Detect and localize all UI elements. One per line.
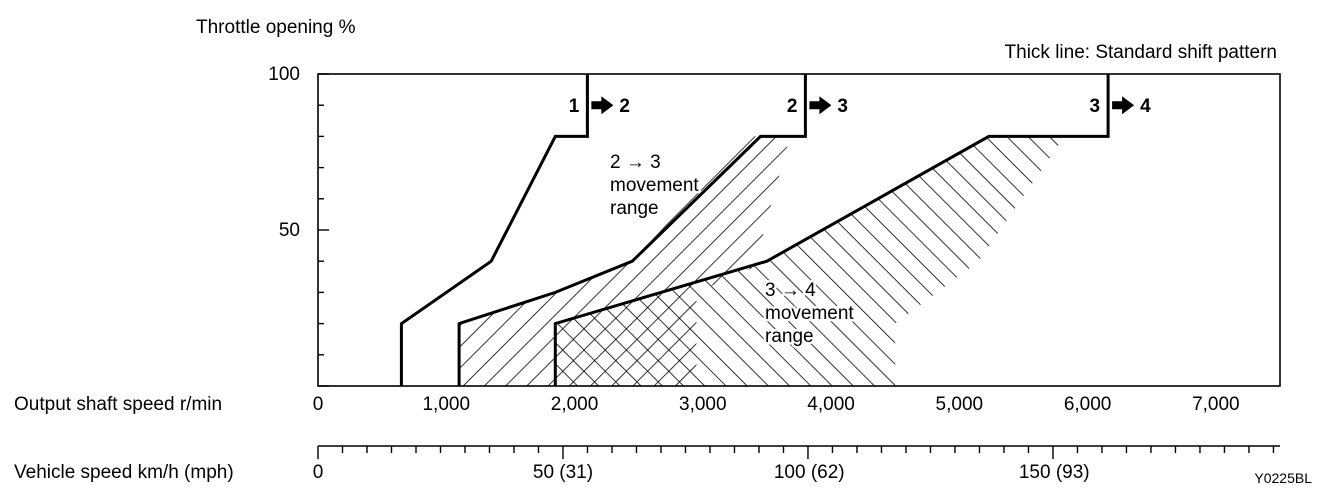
y-tick-label: 100 xyxy=(268,64,300,85)
shift-label-from: 3 xyxy=(1090,96,1101,117)
range-label-3-4-movement-range-line-2: movement xyxy=(765,303,854,324)
shift-arrow-icon xyxy=(809,96,832,115)
x-tick-label: 4,000 xyxy=(807,394,855,415)
x-tick-label: 7,000 xyxy=(1192,394,1240,415)
x-tick-label: 3,000 xyxy=(679,394,727,415)
range-label-3-4-movement-range-line-1: 3 → 4 xyxy=(765,280,816,301)
x-tick-label: 2,000 xyxy=(551,394,599,415)
shift-label-from: 1 xyxy=(569,96,580,117)
shift-label-to: 3 xyxy=(837,96,848,117)
x-tick-label: 5,000 xyxy=(936,394,984,415)
range-label-2-3-movement-range-line-2: movement xyxy=(610,175,699,196)
range-area-2-3-movement-range xyxy=(459,136,790,386)
shift-line-1-2 xyxy=(399,74,589,386)
shift-arrow-icon xyxy=(591,96,614,115)
x2-axis-label: Vehicle speed km/h (mph) xyxy=(14,462,234,483)
x-tick-label: 6,000 xyxy=(1064,394,1112,415)
x2-tick-label: 50 (31) xyxy=(533,462,593,483)
shift-line-3-4 xyxy=(553,74,1110,386)
y-axis: 100 50 xyxy=(268,64,329,387)
range-area-3-4-movement-range xyxy=(555,136,1065,386)
x-tick-label: 1,000 xyxy=(422,394,470,415)
figure-code: Y0225BL xyxy=(1254,470,1312,486)
shift-label-from: 2 xyxy=(787,96,798,117)
x-axis-label: Output shaft speed r/min xyxy=(14,394,222,415)
vehicle-speed-axis: 0 50 (31) 100 (62) 150 (93) xyxy=(313,446,1275,483)
shift-line-2-3 xyxy=(457,74,807,386)
shift-label-to: 2 xyxy=(619,96,630,117)
x-axis-ticks: 0 1,000 2,000 3,000 4,000 5,000 6,000 7,000 xyxy=(313,394,1240,415)
x2-tick-label: 150 (93) xyxy=(1019,462,1090,483)
shift-label-to: 4 xyxy=(1140,96,1151,117)
shift-lines: 1 2 2 3 3 4 xyxy=(399,74,1151,386)
shift-arrow-icon xyxy=(1112,96,1135,115)
range-label-2-3-movement-range-line-1: 2 → 3 xyxy=(610,152,661,173)
x-tick-label: 0 xyxy=(313,394,324,415)
x2-tick-label: 0 xyxy=(313,462,324,483)
legend-note: Thick line: Standard shift pattern xyxy=(1005,42,1277,63)
y-tick-label: 50 xyxy=(279,220,300,241)
range-label-2-3-movement-range-line-3: range xyxy=(610,198,659,219)
range-label-3-4-movement-range-line-3: range xyxy=(765,326,814,347)
x2-tick-label: 100 (62) xyxy=(774,462,845,483)
y-axis-title: Throttle opening % xyxy=(196,17,356,38)
